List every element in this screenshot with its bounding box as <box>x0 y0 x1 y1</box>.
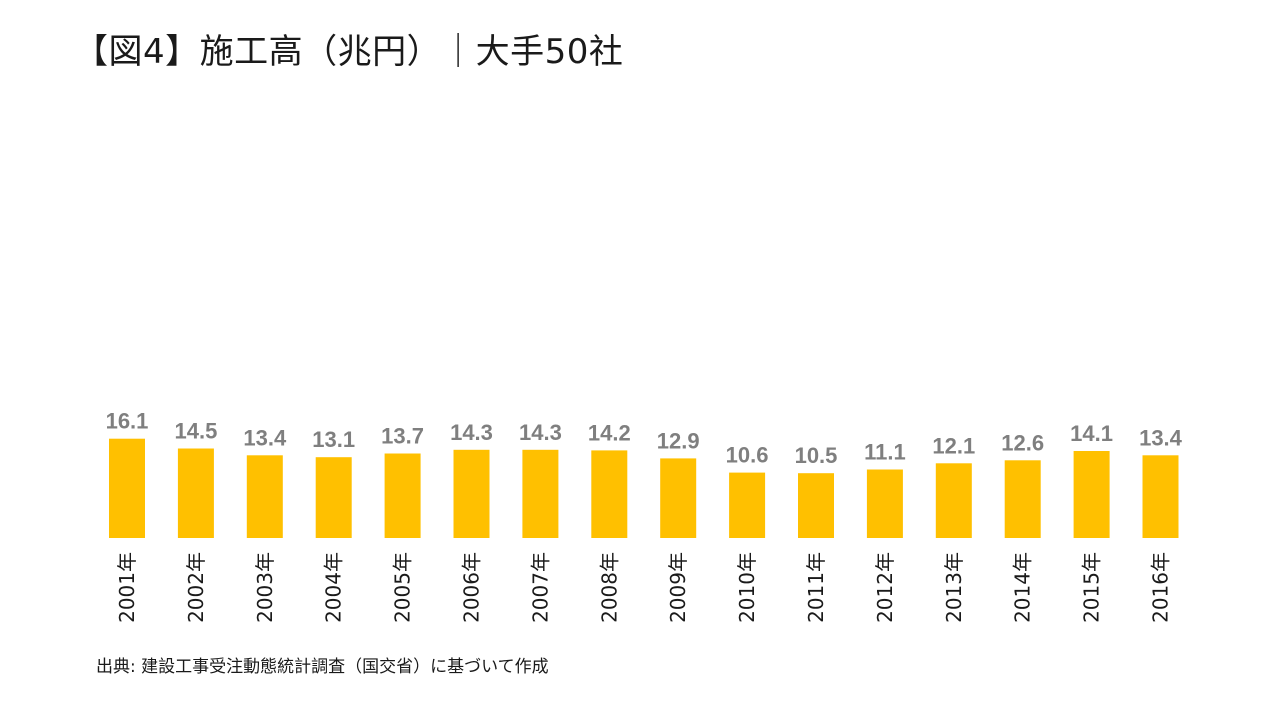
x-tick-label: 2012年 <box>873 552 897 623</box>
x-tick-label: 2008年 <box>597 552 621 623</box>
x-tick-label: 2005年 <box>391 552 415 623</box>
value-label: 13.4 <box>243 425 287 450</box>
bar-2012年 <box>866 469 903 538</box>
bar-2001年 <box>109 438 145 538</box>
value-label: 12.9 <box>657 428 700 453</box>
x-tick-label: 2007年 <box>528 552 552 623</box>
bar-2004年 <box>315 457 352 538</box>
value-label: 14.3 <box>519 420 562 445</box>
bar-2010年 <box>729 472 766 538</box>
value-label: 14.2 <box>588 420 631 445</box>
value-label: 13.4 <box>1139 425 1183 450</box>
bar-2003年 <box>246 455 283 538</box>
bar-2016年 <box>1142 455 1179 538</box>
value-label: 12.6 <box>1001 430 1044 455</box>
bar-2011年 <box>798 473 834 538</box>
x-tick-label: 2001年 <box>115 552 139 623</box>
x-tick-label: 2010年 <box>735 552 759 623</box>
value-label: 12.1 <box>932 433 975 458</box>
value-label: 10.6 <box>726 443 769 468</box>
value-label: 14.3 <box>450 420 493 445</box>
x-tick-label: 2004年 <box>322 552 346 623</box>
x-tick-label: 2003年 <box>253 552 277 623</box>
bar-2009年 <box>660 458 697 538</box>
x-tick-label: 2013年 <box>942 552 966 623</box>
bar-2006年 <box>453 449 490 538</box>
x-tick-label: 2015年 <box>1080 552 1104 623</box>
bar-2007年 <box>522 449 559 538</box>
bar-2014年 <box>1004 460 1041 538</box>
x-tick-label: 2011年 <box>804 552 828 623</box>
bar-2005年 <box>384 453 421 538</box>
value-label: 13.1 <box>312 427 355 452</box>
source-note: 出典: 建設工事受注動態統計調査（国交省）に基づいて作成 <box>96 657 549 677</box>
x-tick-label: 2016年 <box>1149 552 1173 623</box>
bar-2002年 <box>177 448 214 538</box>
x-tick-label: 2014年 <box>1011 552 1035 623</box>
chart-title: 【図4】施工高（兆円）｜大手50社 <box>74 32 624 72</box>
bar-2015年 <box>1073 451 1110 538</box>
x-tick-label: 2006年 <box>460 552 484 623</box>
x-tick-label: 2002年 <box>184 552 208 623</box>
value-label: 10.5 <box>795 443 838 468</box>
value-label: 14.1 <box>1070 421 1113 446</box>
value-label: 16.1 <box>106 409 149 434</box>
bar-2008年 <box>591 450 628 538</box>
x-tick-label: 2009年 <box>666 552 690 623</box>
value-label: 14.5 <box>174 419 217 444</box>
value-label: 11.1 <box>864 440 906 465</box>
value-label: 13.7 <box>381 424 424 449</box>
bar-2013年 <box>935 463 972 538</box>
